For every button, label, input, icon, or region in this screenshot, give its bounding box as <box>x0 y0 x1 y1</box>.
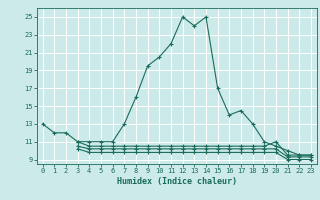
X-axis label: Humidex (Indice chaleur): Humidex (Indice chaleur) <box>117 177 237 186</box>
